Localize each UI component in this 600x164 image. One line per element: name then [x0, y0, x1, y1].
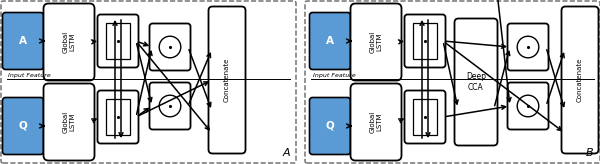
Text: Global
LSTM: Global LSTM: [62, 111, 76, 133]
Text: B: B: [586, 148, 594, 158]
FancyBboxPatch shape: [149, 23, 191, 71]
FancyBboxPatch shape: [209, 7, 245, 154]
Text: Input Feature: Input Feature: [8, 73, 51, 79]
FancyBboxPatch shape: [350, 83, 401, 161]
Text: A: A: [326, 36, 334, 46]
FancyBboxPatch shape: [508, 23, 548, 71]
FancyBboxPatch shape: [562, 7, 599, 154]
FancyBboxPatch shape: [455, 19, 497, 145]
Text: Global
LSTM: Global LSTM: [62, 31, 76, 53]
Text: Concatenate: Concatenate: [224, 58, 230, 102]
Text: Concatenate: Concatenate: [577, 58, 583, 102]
FancyBboxPatch shape: [149, 82, 191, 130]
Text: Q: Q: [19, 121, 28, 131]
FancyBboxPatch shape: [2, 98, 44, 154]
FancyBboxPatch shape: [97, 91, 139, 144]
FancyBboxPatch shape: [508, 82, 548, 130]
FancyBboxPatch shape: [350, 3, 401, 81]
Text: Global
LSTM: Global LSTM: [370, 31, 383, 53]
Text: A: A: [19, 36, 27, 46]
FancyBboxPatch shape: [404, 14, 445, 68]
FancyBboxPatch shape: [2, 12, 44, 70]
Text: Global
LSTM: Global LSTM: [370, 111, 383, 133]
Bar: [106, 23, 130, 59]
Bar: [413, 23, 437, 59]
Bar: [106, 99, 130, 135]
Text: Deep
CCA: Deep CCA: [466, 72, 486, 92]
Bar: [413, 99, 437, 135]
FancyBboxPatch shape: [310, 12, 350, 70]
FancyBboxPatch shape: [44, 3, 95, 81]
Text: Q: Q: [326, 121, 334, 131]
Text: Input Feature: Input Feature: [313, 73, 356, 79]
FancyBboxPatch shape: [404, 91, 445, 144]
FancyBboxPatch shape: [44, 83, 95, 161]
FancyBboxPatch shape: [97, 14, 139, 68]
Text: A: A: [282, 148, 290, 158]
FancyBboxPatch shape: [310, 98, 350, 154]
